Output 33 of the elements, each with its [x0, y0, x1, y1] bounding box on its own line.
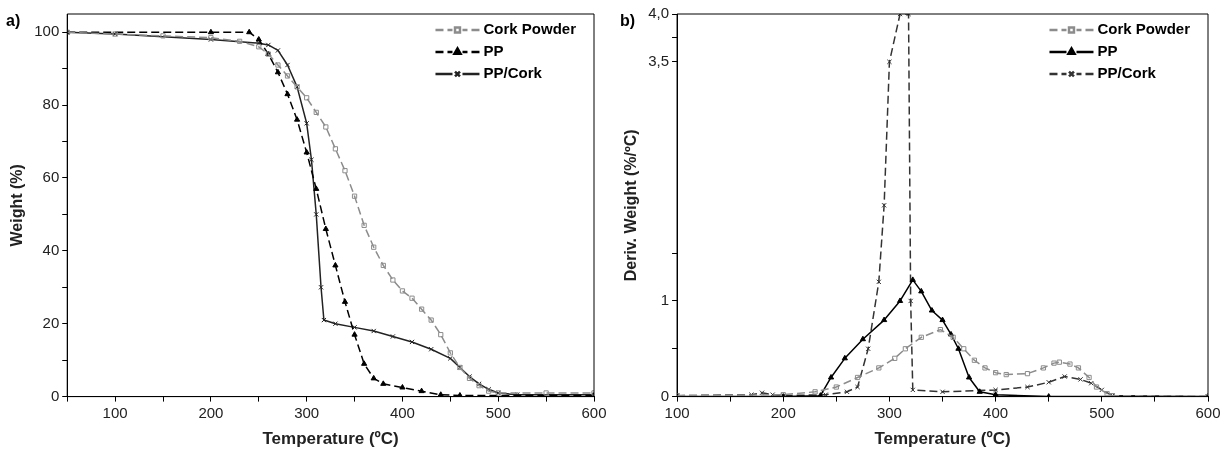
x-tick-label: 600	[581, 403, 607, 421]
y-tick-label: 80	[42, 95, 60, 113]
legend-label: PP	[1097, 42, 1118, 60]
y-tick-label: 60	[42, 168, 60, 186]
x-tick-label: 300	[876, 403, 902, 421]
y-axis-title: Weight (%)	[8, 164, 26, 247]
x-axis-title: Temperature (ºC)	[874, 429, 1011, 449]
x-tick-label: 300	[294, 403, 320, 421]
y-tick-label: 40	[42, 240, 60, 258]
x-tick-label: 200	[198, 403, 224, 421]
legend-label: Cork Powder	[483, 20, 577, 38]
x-tick-label: 100	[102, 403, 128, 421]
legend-label: Cork Powder	[1097, 20, 1191, 38]
x-axis-title: Temperature (ºC)	[262, 429, 399, 449]
x-tick-label: 400	[389, 403, 415, 421]
y-tick-label: 3,5	[648, 51, 670, 69]
y-tick-label: 0	[660, 386, 670, 404]
legend-label: PP	[483, 42, 504, 60]
legend-label: PP/Cork	[1097, 64, 1157, 82]
y-tick-label: 1	[660, 291, 670, 309]
y-tick-label: 100	[34, 22, 60, 40]
chart-title: a)	[6, 12, 21, 30]
x-tick-label: 400	[983, 403, 1009, 421]
legend-label: PP/Cork	[483, 64, 543, 82]
chart-title: b)	[620, 12, 636, 30]
x-tick-label: 200	[770, 403, 796, 421]
x-tick-label: 500	[485, 403, 511, 421]
y-tick-label: 20	[42, 313, 60, 331]
x-tick-label: 600	[1195, 403, 1221, 421]
y-tick-label: 0	[50, 386, 60, 404]
y-axis-title: Deriv. Weight (%/ºC)	[622, 129, 640, 282]
x-tick-label: 500	[1089, 403, 1115, 421]
y-tick-label: 4,0	[648, 4, 670, 22]
